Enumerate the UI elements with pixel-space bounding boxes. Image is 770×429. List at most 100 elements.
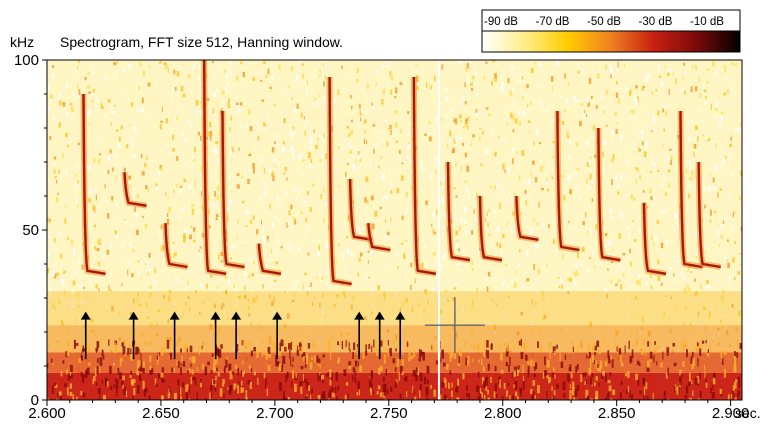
noise-speckle (689, 268, 693, 272)
noise-speckle (196, 392, 198, 400)
noise-speckle (317, 238, 319, 243)
noise-speckle (373, 303, 376, 306)
noise-speckle (533, 373, 536, 378)
noise-speckle (57, 119, 59, 124)
noise-speckle (719, 188, 723, 191)
noise-speckle (60, 253, 63, 259)
noise-speckle (672, 343, 676, 347)
x-tick-label: 2.600 (28, 405, 66, 422)
noise-speckle (576, 62, 579, 66)
noise-speckle (675, 78, 677, 84)
noise-speckle (227, 102, 231, 108)
noise-speckle (727, 194, 731, 199)
noise-speckle (218, 291, 220, 295)
noise-speckle (263, 192, 267, 196)
noise-speckle (500, 86, 504, 92)
noise-speckle (571, 387, 575, 396)
noise-speckle (630, 86, 633, 90)
x-tick-label: 2.650 (142, 405, 180, 422)
noise-speckle (683, 62, 686, 67)
noise-speckle (168, 206, 172, 213)
call-trace (679, 110, 703, 269)
noise-speckle (481, 392, 484, 398)
noise-speckle (724, 104, 727, 108)
call-trace (123, 172, 147, 207)
noise-speckle (567, 373, 570, 382)
noise-speckle (453, 187, 456, 190)
noise-speckle (419, 390, 421, 398)
noise-speckle (178, 215, 181, 218)
noise-speckle (111, 306, 114, 312)
noise-speckle (173, 189, 175, 193)
noise-speckle (589, 205, 592, 209)
noise-speckle (507, 198, 509, 201)
noise-speckle (363, 119, 367, 124)
noise-speckle (540, 298, 543, 302)
noise-speckle (284, 190, 287, 195)
noise-speckle (98, 242, 102, 245)
noise-speckle (435, 116, 438, 122)
noise-speckle (487, 271, 491, 277)
noise-speckle (587, 97, 590, 103)
noise-speckle (735, 63, 738, 67)
noise-speckle (201, 301, 205, 304)
noise-speckle (248, 364, 251, 370)
noise-speckle (215, 367, 218, 371)
noise-speckle (128, 259, 131, 265)
noise-speckle (647, 341, 650, 347)
noise-speckle (596, 73, 600, 79)
noise-speckle (358, 103, 361, 109)
noise-speckle (198, 244, 200, 250)
noise-speckle (58, 100, 62, 106)
noise-speckle (292, 156, 296, 160)
noise-speckle (225, 276, 228, 280)
call-trace (221, 110, 245, 269)
noise-speckle (116, 235, 119, 239)
noise-speckle (310, 132, 313, 139)
noise-speckle (381, 99, 384, 105)
noise-speckle (489, 214, 491, 218)
noise-speckle (156, 355, 159, 360)
crosshair-cursor[interactable] (424, 297, 485, 354)
noise-speckle (617, 279, 621, 283)
noise-speckle (214, 383, 217, 392)
noise-speckle (466, 62, 469, 69)
noise-speckle (286, 222, 289, 225)
noise-speckle (151, 139, 153, 144)
noise-speckle (327, 372, 330, 377)
noise-speckle (178, 396, 180, 400)
noise-speckle (733, 364, 737, 373)
noise-speckle (148, 290, 152, 297)
noise-speckle (338, 185, 341, 189)
noise-speckle (316, 355, 319, 363)
noise-speckle (429, 176, 432, 180)
noise-speckle (141, 171, 145, 176)
noise-speckle (714, 115, 717, 119)
noise-speckle (568, 367, 572, 372)
noise-speckle (236, 173, 240, 176)
noise-speckle (136, 194, 140, 199)
noise-speckle (483, 111, 485, 116)
noise-speckle (178, 67, 181, 72)
noise-speckle (89, 189, 93, 195)
noise-speckle (645, 140, 648, 147)
noise-speckle (546, 375, 549, 379)
noise-speckle (191, 208, 194, 215)
noise-speckle (148, 65, 151, 68)
noise-speckle (297, 244, 300, 248)
colorbar-tick-label: -30 dB (639, 16, 673, 28)
noise-speckle (205, 283, 208, 289)
noise-speckle (620, 213, 624, 217)
noise-speckle (610, 73, 612, 79)
noise-speckle (169, 243, 172, 247)
noise-speckle (58, 169, 60, 174)
noise-speckle (264, 190, 266, 194)
noise-speckle (637, 214, 640, 220)
noise-speckle (667, 272, 669, 277)
noise-speckle (135, 229, 139, 235)
noise-speckle (680, 344, 682, 353)
noise-speckle (279, 381, 282, 391)
noise-speckle (195, 290, 197, 294)
noise-speckle (630, 110, 633, 113)
noise-speckle (562, 381, 566, 390)
